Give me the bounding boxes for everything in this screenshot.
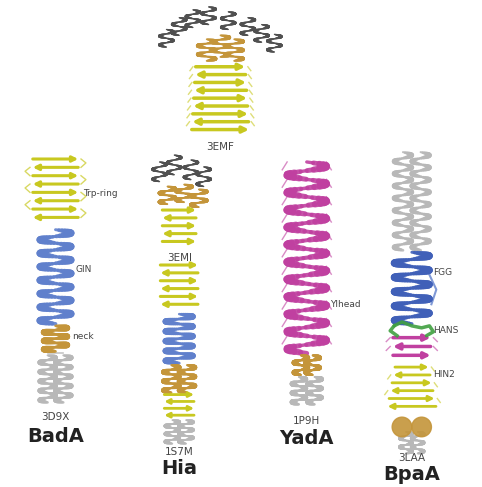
Text: YIhead: YIhead — [330, 300, 361, 309]
Circle shape — [392, 417, 412, 437]
Text: 3D9X: 3D9X — [41, 412, 70, 422]
Text: Trp-ring: Trp-ring — [83, 189, 118, 198]
Text: BadA: BadA — [27, 427, 84, 446]
Circle shape — [412, 417, 431, 437]
Text: BpaA: BpaA — [383, 465, 440, 484]
Text: 3EMI: 3EMI — [167, 253, 192, 263]
Text: HANS: HANS — [433, 326, 459, 335]
Text: FGG: FGG — [433, 268, 453, 278]
Text: Hia: Hia — [161, 459, 197, 478]
Text: 1S7M: 1S7M — [165, 447, 194, 457]
Text: 3LAA: 3LAA — [398, 453, 425, 464]
Text: neck: neck — [72, 332, 94, 341]
Text: 3EMF: 3EMF — [206, 142, 234, 152]
Text: YadA: YadA — [280, 429, 334, 448]
Text: 1P9H: 1P9H — [293, 416, 321, 426]
Text: GIN: GIN — [75, 265, 92, 274]
Text: HIN2: HIN2 — [433, 371, 455, 379]
